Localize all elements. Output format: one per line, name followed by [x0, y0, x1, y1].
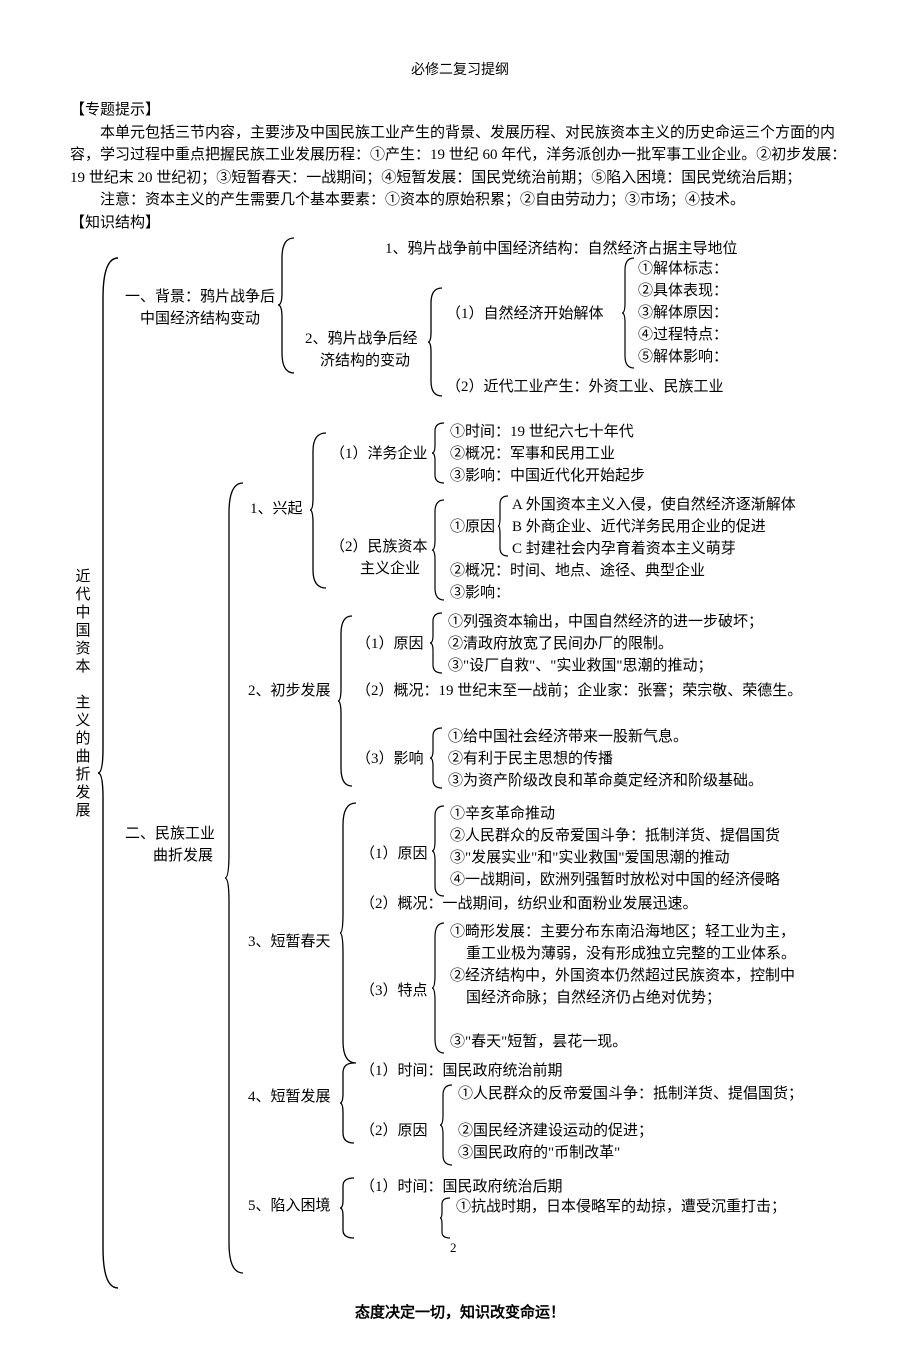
s2-overview: （2）概况：19 世纪末至一战前；企业家：张謇；荣宗敬、荣德生。: [356, 680, 802, 703]
brace-bg: [278, 238, 296, 373]
s2-e3: ③为资产阶级改良和革命奠定经济和阶级基础。: [448, 770, 763, 793]
brace-s1b: [432, 500, 446, 600]
s1-b-label-b: 主义企业: [360, 558, 420, 581]
page-header: 必修二复习提纲: [70, 60, 850, 81]
s1-b-rB: B 外商企业、近代洋务民用企业的促进: [512, 516, 766, 539]
bg-n2a: 2、鸦片战争后经: [305, 328, 418, 351]
bg-i2: ②具体表现：: [638, 280, 728, 303]
s2-r1: ①列强资本输出，中国自然经济的进一步破坏；: [448, 611, 763, 634]
topic-hint-label: 【专题提示】: [70, 99, 850, 122]
brace-s1b-reason: [498, 496, 510, 556]
dev-title-2: 曲折发展: [153, 845, 213, 868]
s1-b-rC: C 封建社会内孕育着资本主义萌芽: [512, 538, 736, 561]
structure-label: 【知识结构】: [70, 212, 850, 235]
topic-hint-p1: 本单元包括三节内容，主要涉及中国民族工业产生的背景、发展历程、对民族资本主义的历…: [70, 122, 850, 190]
s4-r2: ②国民经济建设运动的促进；: [458, 1120, 653, 1143]
topic-hint-p2: 注意：资本主义的产生需要几个基本要素：①资本的原始积累；②自由劳动力；③市场；④…: [70, 189, 850, 212]
s1-a2: ②概况：军事和民用工业: [450, 443, 615, 466]
bg-i1: ①解体标志：: [638, 258, 728, 281]
s1-b-label-a: （2）民族资本: [330, 536, 428, 559]
brace-s2r: [430, 613, 444, 673]
s1-a1: ①时间：19 世纪六七十年代: [450, 421, 634, 444]
bg-i5: ⑤解体影响：: [638, 346, 728, 369]
brace-s4: [340, 1063, 356, 1143]
brace-s3: [340, 803, 358, 1063]
s4-r3: ③国民政府的"币制改革": [458, 1142, 620, 1165]
bg-sub1: （1）自然经济开始解体: [446, 303, 604, 326]
s2-e1: ①给中国社会经济带来一股新气息。: [448, 726, 688, 749]
s4-r-label: （2）原因: [360, 1120, 428, 1143]
s2-r-label: （1）原因: [356, 633, 424, 656]
s1-b-reason-label: ①原因: [450, 516, 495, 539]
s2-e2: ②有利于民主思想的传播: [448, 748, 613, 771]
s3-r4: ④一战期间，欧洲列强暂时放松对中国的经济侵略: [450, 869, 780, 892]
s3-r1: ①辛亥革命推动: [450, 803, 555, 826]
s3-f1b: 重工业极为薄弱，没有形成独立完整的工业体系。: [466, 943, 796, 966]
knowledge-structure-diagram: 近代中国资本 主义的曲折发展 一、背景：鸦片战争后 中国经济结构变动 1、鸦片战…: [70, 238, 850, 1298]
s2-e-label: （3）影响: [356, 748, 424, 771]
brace-s2: [338, 616, 354, 786]
s5-label: 5、陷入困境: [248, 1195, 331, 1218]
brace-s1a: [432, 423, 446, 483]
s1-a3: ③影响：中国近代化开始起步: [450, 465, 645, 488]
s3-f3: ③"春天"短暂，昙花一现。: [450, 1031, 627, 1054]
bg-sub2: （2）近代工业产生：外资工业、民族工业: [446, 376, 724, 399]
s1-b3: ③影响：: [450, 582, 510, 605]
s4-t: （1）时间：国民政府统治前期: [360, 1060, 563, 1083]
page-number: 2: [450, 1238, 457, 1258]
s1-b2: ②概况：时间、地点、途径、典型企业: [450, 560, 705, 583]
s3-overview: （2）概况：一战期间，纺织业和面粉业发展迅速。: [360, 893, 698, 916]
brace-s2e: [430, 728, 444, 788]
brace-s5: [340, 1178, 356, 1238]
s3-r-label: （1）原因: [360, 843, 428, 866]
s1-label: 1、兴起: [250, 498, 303, 521]
s3-f-label: （3）特点: [360, 980, 428, 1003]
s3-f2a: ②经济结构中，外国资本仍然超过民族资本，控制中: [450, 965, 795, 988]
footer-motto: 态度决定一切，知识改变命运！: [70, 1302, 850, 1325]
bg-title-2: 中国经济结构变动: [140, 308, 260, 331]
s3-label: 3、短暂春天: [248, 931, 331, 954]
s3-r2: ②人民群众的反帝爱国斗争：抵制洋货、提倡国货: [450, 825, 780, 848]
main-vertical-label: 近代中国资本 主义的曲折发展: [70, 568, 93, 888]
s4-label: 4、短暂发展: [248, 1086, 331, 1109]
s3-f1a: ①畸形发展：主要分布东南沿海地区；轻工业为主，: [450, 921, 795, 944]
brace-s3r: [432, 806, 446, 896]
brace-bg-2: [428, 288, 444, 396]
brace-bg-items: [622, 258, 636, 368]
dev-title-1: 二、民族工业: [125, 823, 215, 846]
s3-f2b: 国经济命脉；自然经济仍占绝对优势；: [466, 987, 721, 1010]
brace-main: [98, 258, 120, 1288]
bg-title-1: 一、背景：鸦片战争后: [125, 286, 275, 309]
s2-label: 2、初步发展: [248, 680, 331, 703]
s3-r3: ③"发展实业"和"实业救国"爱国思潮的推动: [450, 847, 730, 870]
brace-s3f: [432, 923, 446, 1053]
s2-r2: ②清政府放宽了民间办厂的限制。: [448, 633, 673, 656]
brace-s5r: [440, 1198, 452, 1238]
s1-b-rA: A 外国资本主义入侵，使自然经济逐渐解体: [512, 494, 796, 517]
brace-s1: [310, 433, 328, 588]
s5-r1: ①抗战时期，日本侵略军的劫掠，遭受沉重打击；: [456, 1196, 786, 1219]
brace-s4r: [440, 1085, 454, 1165]
s4-r1: ①人民群众的反帝爱国斗争：抵制洋货、提倡国货；: [458, 1083, 803, 1106]
bg-i4: ④过程特点：: [638, 324, 728, 347]
s1-a-label: （1）洋务企业: [330, 443, 428, 466]
s2-r3: ③"设厂自救"、"实业救国"思潮的推动；: [448, 655, 713, 678]
brace-dev: [225, 483, 245, 1273]
bg-n2b: 济结构的变动: [320, 350, 410, 373]
bg-i3: ③解体原因：: [638, 302, 728, 325]
